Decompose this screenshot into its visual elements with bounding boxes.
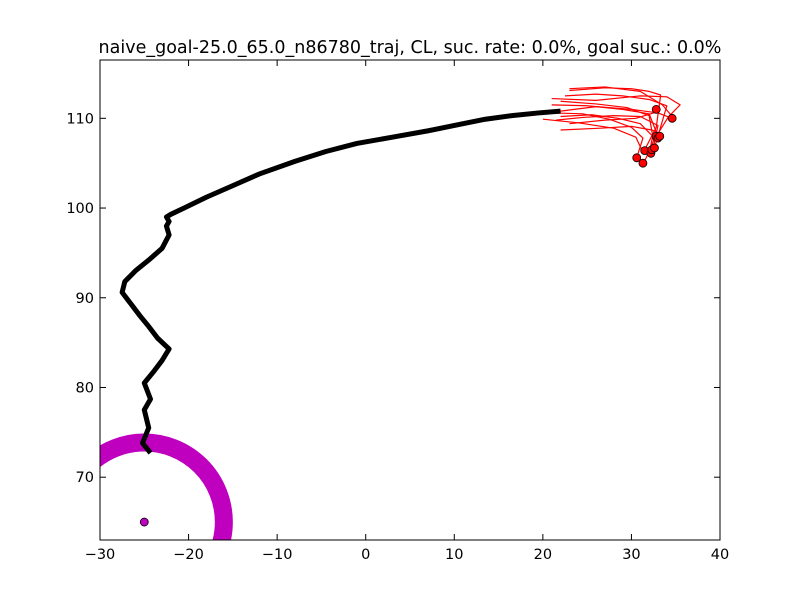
rollout-trajectory [569, 87, 662, 150]
y-tick-label: 80 [76, 380, 94, 396]
rollout-trajectory [564, 93, 668, 149]
tick-layer: −30 −20 −10 0 10 20 30 40 70 80 90 100 110 [66, 60, 729, 563]
y-tick-label: 100 [66, 201, 94, 217]
x-tick-label: 20 [534, 547, 552, 563]
x-tick-label: 0 [361, 547, 370, 563]
rollout-trajectory [551, 104, 659, 137]
y-tick-label: 110 [66, 111, 94, 127]
goal-marker [139, 517, 149, 527]
x-tick-label: 40 [711, 547, 729, 563]
rollout-trajectory [560, 125, 661, 135]
x-tick-label: −10 [262, 547, 293, 563]
rollout-trajectory [556, 115, 659, 155]
endpoint-marker [651, 104, 661, 114]
y-tick-label: 70 [76, 470, 94, 486]
x-tick-label: 30 [622, 547, 640, 563]
endpoint-marker [638, 158, 648, 168]
endpoint-marker [632, 153, 642, 163]
x-tick-label: 10 [445, 547, 463, 563]
rollout-trajectory [542, 118, 643, 151]
x-tick-label: −30 [85, 547, 116, 563]
chart-title: naive_goal-25.0_65.0_n86780_traj, CL, su… [99, 38, 722, 58]
endpoint-marker [667, 113, 677, 123]
x-tick-label: −20 [173, 547, 204, 563]
data-layer [100, 86, 681, 540]
rollout-trajectory [554, 112, 644, 158]
endpoint-marker [655, 131, 665, 141]
rollout-trajectory [569, 86, 673, 117]
y-tick-label: 90 [76, 291, 94, 307]
plot-frame [99, 59, 721, 541]
main-trajectory [119, 108, 561, 455]
endpoint-marker [650, 143, 659, 153]
